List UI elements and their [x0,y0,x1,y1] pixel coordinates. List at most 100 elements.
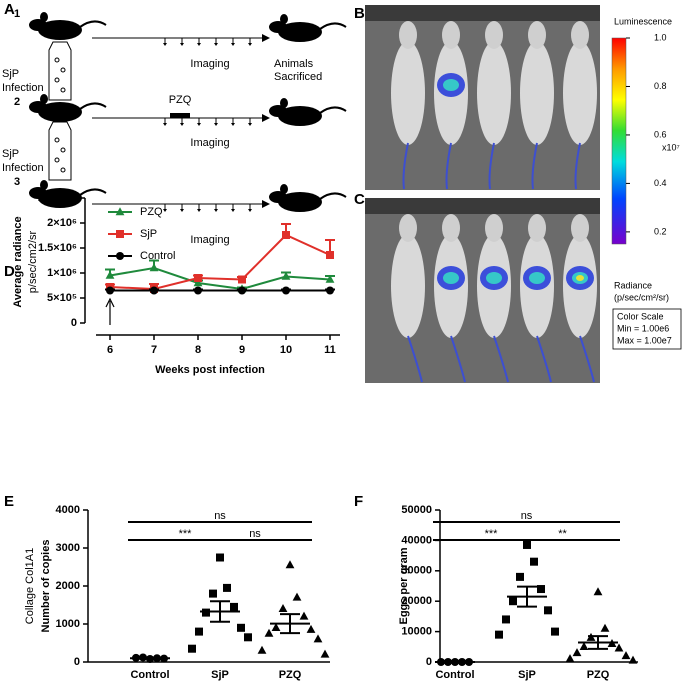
marker [194,274,202,282]
mouse-icon [269,191,287,203]
mouse-icon [269,105,287,117]
end-label: Sacrificed [274,71,322,83]
marker [149,263,159,272]
mouse-tail [493,335,509,383]
y-tick-label: 0 [71,317,77,329]
vial-mark [54,137,60,143]
y-tick-label: 2000 [56,580,80,592]
series-line [109,233,331,291]
mouse-icon [280,14,288,24]
marker [237,623,245,632]
mouse-photo [399,21,417,49]
treatment-bar [170,113,190,118]
imaging-tick [231,123,235,126]
sem-bar [588,635,608,650]
mouse-icon [29,19,47,31]
legend-label: PZQ [140,206,163,218]
colorbar-tick-label: 0.2 [654,226,667,236]
infection-label: Infection [2,162,44,174]
infection-label: Infection [2,82,44,94]
x-tick-label: PZQ [279,669,302,681]
imaging-tick [248,209,252,212]
mouse-icon [269,21,287,33]
marker [193,278,203,287]
mouse-tail [450,335,466,383]
x-tick-label: 10 [280,344,292,356]
marker [523,540,531,549]
y-axis-label: Collage Col1A1 [24,548,36,624]
mouse-icon [38,188,82,208]
marker [565,654,575,663]
marker [495,630,503,639]
marker [292,592,302,601]
y-tick-label: 10000 [401,626,432,638]
mouse-icon [280,98,288,108]
vial-icon [48,41,72,101]
x-tick-label: Control [130,669,169,681]
marker [202,608,210,617]
significance-label: ns [249,528,261,540]
marker [326,286,334,295]
mouse-photo [528,21,546,49]
marker [282,231,290,239]
imaging-tick [180,209,184,212]
marker [195,627,203,636]
y-tick-label: 40000 [401,534,432,546]
mouse-photo [477,41,511,145]
imaging-tick [214,43,218,46]
mouse-photo [399,214,417,242]
y-tick-label: 30000 [401,565,432,577]
mouse-icon [278,106,322,126]
significance-label: ** [558,528,567,540]
imaging-tick [248,123,252,126]
marker [320,649,330,658]
scale-text: Max = 1.00e7 [617,335,672,345]
vial-mark [60,87,66,93]
y-axis-label: Average radiance [12,216,24,307]
marker [216,553,224,562]
panel-label: C [354,191,365,208]
mouse-tail [402,142,409,190]
panel-label: A [4,1,15,18]
colorbar-gradient [611,37,627,245]
panel-a: A 1 2 3 SjP Infection SjP Infection Imag… [2,1,322,246]
x-tick-label: 6 [107,344,113,356]
photo-holder [365,198,600,214]
mouse-icon [29,187,47,199]
vial-mark [54,157,60,163]
mouse-photo [391,234,425,338]
series-line [109,266,331,291]
y-axis-label: Number of copies [40,540,52,633]
marker [530,557,538,566]
significance-label: ns [214,510,226,522]
x-tick-label: PZQ [587,669,610,681]
marker [230,602,238,611]
legend-label: Control [140,250,175,262]
marker [299,611,309,620]
marker [551,627,559,636]
marker [579,642,589,650]
colorbar-unit: Radiance [614,280,652,290]
sem-bar [210,600,230,623]
marker [194,286,202,295]
mouse-icon [40,94,48,104]
signal [486,272,502,284]
infection-label: SjP [2,68,19,80]
row-number: 3 [14,176,20,188]
mouse-icon [40,12,48,22]
mouse-icon [280,184,288,194]
imaging-tick [214,209,218,212]
mouse-photo [391,41,425,145]
x-axis-label: Weeks post infection [155,364,265,376]
photo-holder [365,5,600,21]
mouse-photo [485,21,503,49]
marker [285,560,295,569]
x-tick-label: 7 [151,344,157,356]
marker [244,633,252,642]
y-tick-label: 20000 [401,595,432,607]
signal [529,272,545,284]
marker [313,634,323,643]
marker [326,251,334,259]
panel-label: F [354,493,363,510]
row-number: 1 [14,8,20,20]
